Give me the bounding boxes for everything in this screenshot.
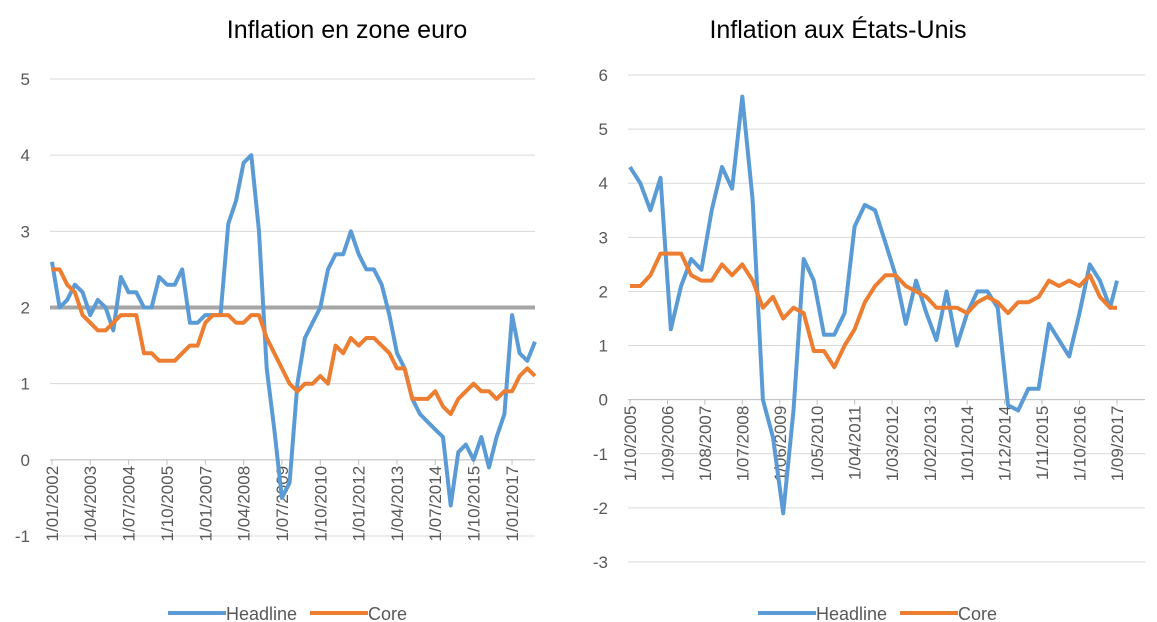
y-tick-label: 1 xyxy=(21,375,30,394)
x-tick-label: 1/04/2008 xyxy=(235,466,254,542)
x-tick-label: 1/09/2017 xyxy=(1108,406,1127,482)
y-tick-label: -2 xyxy=(593,499,608,518)
x-tick-label: 1/01/2012 xyxy=(350,466,369,542)
x-tick-label: 1/10/2005 xyxy=(158,466,177,542)
y-tick-label: 6 xyxy=(599,66,608,85)
y-tick-label: -3 xyxy=(593,553,608,572)
x-tick-label: 1/04/2013 xyxy=(388,466,407,542)
y-tick-label: 4 xyxy=(599,174,608,193)
x-tick-label: 1/07/2004 xyxy=(120,466,139,542)
y-tick-label: 5 xyxy=(599,120,608,139)
line-series xyxy=(630,251,1117,370)
y-tick-label: 2 xyxy=(21,299,30,318)
x-tick-label: 1/12/2014 xyxy=(996,406,1015,482)
x-tick-label: 1/04/2011 xyxy=(846,406,865,480)
x-tick-label: 1/08/2007 xyxy=(696,406,715,482)
legend-label: Core xyxy=(368,604,407,622)
y-tick-label: -1 xyxy=(15,527,30,546)
y-tick-label: 0 xyxy=(599,391,608,410)
line-series xyxy=(628,94,1119,516)
x-tick-label: 1/07/2008 xyxy=(733,406,752,482)
y-tick-label: 1 xyxy=(599,337,608,356)
y-tick-label: 0 xyxy=(21,451,30,470)
x-tick-label: 1/10/2010 xyxy=(311,466,330,542)
chart-title: Inflation en zone euro xyxy=(227,16,467,44)
x-tick-label: 1/01/2017 xyxy=(503,466,522,542)
y-tick-label: 5 xyxy=(21,70,30,89)
legend: Headline Core xyxy=(758,604,997,622)
x-tick-label: 1/07/2014 xyxy=(426,466,445,542)
x-tick-label: 1/10/2005 xyxy=(621,406,640,482)
chart: -3 -2 -1 0 1 2 3 4 5 6 1/10/2005 1/09/2006 1/08/2007… xyxy=(593,15,1145,622)
y-tick-label: -1 xyxy=(593,445,608,464)
legend-label: Core xyxy=(958,604,997,622)
x-tick-label: 1/05/2010 xyxy=(808,406,827,482)
x-tick-label: 1/09/2006 xyxy=(658,406,677,482)
y-tick-label: 2 xyxy=(599,282,608,301)
legend: Headline Core xyxy=(168,604,407,622)
x-tick-label: 1/10/2015 xyxy=(465,466,484,542)
y-tick-label: 3 xyxy=(599,228,608,247)
x-tick-label: 1/02/2013 xyxy=(921,406,940,482)
x-tick-label: 1/11/2015 xyxy=(1033,406,1052,480)
line-series xyxy=(50,153,537,508)
line-series xyxy=(52,267,537,417)
legend-label: Headline xyxy=(226,604,297,622)
x-tick-label: 1/01/2002 xyxy=(43,466,62,542)
chart: -1 0 1 2 3 4 5 1/01/2002 1/04/2003 1/07/2004 1/10/… xyxy=(15,16,537,622)
y-tick-label: 4 xyxy=(21,146,30,165)
x-tick-label: 1/03/2012 xyxy=(883,406,902,482)
chart-title: Inflation aux États-Unis xyxy=(709,15,966,44)
x-tick-label: 1/04/2003 xyxy=(81,466,100,542)
x-tick-label: 1/01/2007 xyxy=(196,466,215,542)
y-tick-label: 3 xyxy=(21,222,30,241)
x-tick-label: 1/10/2016 xyxy=(1071,406,1090,482)
x-tick-label: 1/01/2014 xyxy=(958,406,977,482)
legend-label: Headline xyxy=(816,604,887,622)
